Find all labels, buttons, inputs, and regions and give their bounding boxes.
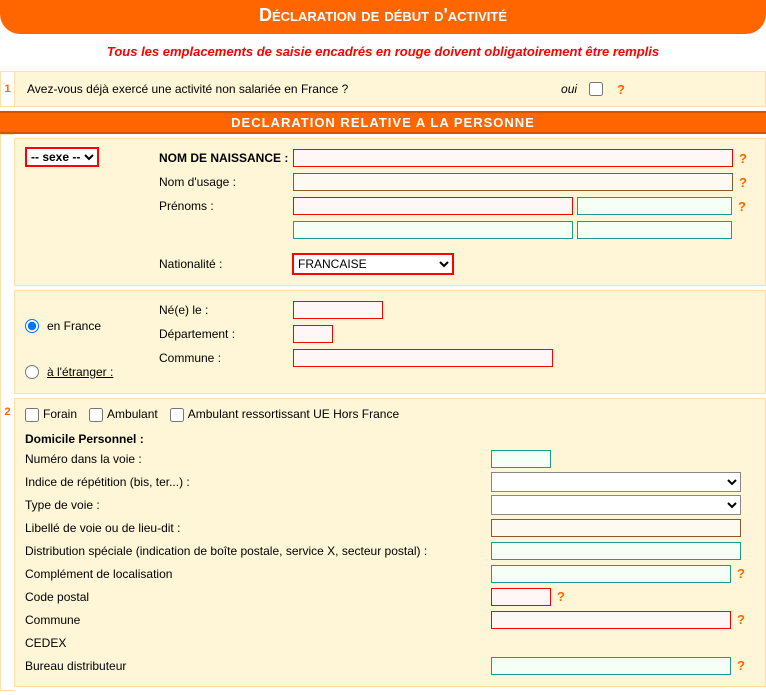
input-nom-usage[interactable] <box>293 173 733 191</box>
input-complement[interactable] <box>491 565 731 583</box>
section-number-1: 1 <box>0 71 14 107</box>
label-commune: Commune : <box>159 347 279 369</box>
identity-grid: -- sexe -- NOM DE NAISSANCE : Nom d'usag… <box>25 147 755 277</box>
help-icon[interactable]: ? <box>737 613 745 626</box>
label-indice: Indice de répétition (bis, ter...) : <box>25 475 485 489</box>
label-nationalite: Nationalité : <box>159 253 279 275</box>
help-icon[interactable]: ? <box>617 83 625 96</box>
question-text: Avez-vous déjà exercé une activité non s… <box>27 82 348 96</box>
checkbox-forain-label[interactable]: Forain <box>25 407 77 422</box>
checkbox-forain[interactable] <box>25 408 39 422</box>
birth-block: en France à l'étranger : Né(e) le : Dépa… <box>14 290 766 394</box>
birth-grid: en France à l'étranger : Né(e) le : Dépa… <box>25 299 755 385</box>
label-bureau: Bureau distributeur <box>25 659 485 673</box>
help-icon[interactable]: ? <box>739 176 747 189</box>
section-1: 1 Avez-vous déjà exercé une activité non… <box>0 71 766 107</box>
input-commune-naissance[interactable] <box>293 349 553 367</box>
checkbox-ambulant-ue-label[interactable]: Ambulant ressortissant UE Hors France <box>170 407 399 422</box>
help-icon[interactable]: ? <box>738 200 746 213</box>
checkbox-ambulant-ue[interactable] <box>170 408 184 422</box>
oui-label: oui <box>561 82 577 96</box>
label-nom-usage: Nom d'usage : <box>159 171 279 193</box>
radio-en-france[interactable] <box>25 319 39 333</box>
label-etranger[interactable]: à l'étranger : <box>47 365 113 379</box>
section-number-2: 2 <box>0 134 14 691</box>
sexe-select[interactable]: -- sexe -- <box>25 147 99 167</box>
input-departement[interactable] <box>293 325 333 343</box>
page-title: Déclaration de début d'activité <box>0 0 766 34</box>
address-block: Forain Ambulant Ambulant ressortissant U… <box>14 398 766 687</box>
section-2: 2 -- sexe -- NOM DE NAISSANCE : Nom d'us… <box>0 134 766 691</box>
label-prenoms: Prénoms : <box>159 195 279 217</box>
page-root: Déclaration de début d'activité Tous les… <box>0 0 766 691</box>
input-ne-le[interactable] <box>293 301 383 319</box>
birth-inputs <box>293 299 755 385</box>
input-prenom2[interactable] <box>577 197 732 215</box>
address-heading: Domicile Personnel : <box>25 432 755 446</box>
label-departement: Département : <box>159 323 279 345</box>
input-prenom3[interactable] <box>293 221 573 239</box>
checkbox-ambulant[interactable] <box>89 408 103 422</box>
oui-checkbox[interactable] <box>589 82 603 96</box>
input-bureau[interactable] <box>491 657 731 675</box>
label-cedex: CEDEX <box>25 636 485 650</box>
label-code-postal: Code postal <box>25 590 485 604</box>
help-icon[interactable]: ? <box>737 567 745 580</box>
instruction-text: Tous les emplacements de saisie encadrés… <box>0 44 766 59</box>
label-distribution: Distribution spéciale (indication de boî… <box>25 544 485 558</box>
input-commune-addr[interactable] <box>491 611 731 629</box>
birth-location-column: en France à l'étranger : <box>25 299 145 385</box>
select-type-voie[interactable] <box>491 495 741 515</box>
label-libelle: Libellé de voie ou de lieu-dit : <box>25 521 485 535</box>
help-icon[interactable]: ? <box>557 590 565 603</box>
help-icon[interactable]: ? <box>739 152 747 165</box>
section-1-body: Avez-vous déjà exercé une activité non s… <box>14 71 766 107</box>
select-nationalite[interactable]: FRANCAISE <box>293 254 453 274</box>
label-numero: Numéro dans la voie : <box>25 452 485 466</box>
input-prenom4[interactable] <box>577 221 732 239</box>
section-2-body: -- sexe -- NOM DE NAISSANCE : Nom d'usag… <box>14 134 766 691</box>
input-nom-naissance[interactable] <box>293 149 733 167</box>
identity-block: -- sexe -- NOM DE NAISSANCE : Nom d'usag… <box>14 138 766 286</box>
identity-labels: NOM DE NAISSANCE : Nom d'usage : Prénoms… <box>159 147 279 277</box>
help-icon[interactable]: ? <box>737 659 745 672</box>
birth-labels: Né(e) le : Département : Commune : <box>159 299 279 385</box>
checkbox-ambulant-label[interactable]: Ambulant <box>89 407 158 422</box>
input-distribution[interactable] <box>491 542 741 560</box>
label-ne-le: Né(e) le : <box>159 299 279 321</box>
sexe-column: -- sexe -- <box>25 147 145 277</box>
input-libelle[interactable] <box>491 519 741 537</box>
input-prenom1[interactable] <box>293 197 573 215</box>
identity-inputs: ? ? ? <box>293 147 755 277</box>
label-en-france: en France <box>47 319 101 333</box>
label-nom-naissance: NOM DE NAISSANCE : <box>159 147 279 169</box>
input-code-postal[interactable] <box>491 588 551 606</box>
label-type-voie: Type de voie : <box>25 498 485 512</box>
radio-etranger[interactable] <box>25 365 39 379</box>
status-checkbox-row: Forain Ambulant Ambulant ressortissant U… <box>25 407 755 422</box>
label-prenoms-2 <box>159 219 279 241</box>
question-row: Avez-vous déjà exercé une activité non s… <box>27 82 753 96</box>
label-commune-addr: Commune <box>25 613 485 627</box>
select-indice[interactable] <box>491 472 741 492</box>
input-numero[interactable] <box>491 450 551 468</box>
section-2-header: DECLARATION RELATIVE A LA PERSONNE <box>0 111 766 134</box>
label-complement: Complément de localisation <box>25 567 485 581</box>
